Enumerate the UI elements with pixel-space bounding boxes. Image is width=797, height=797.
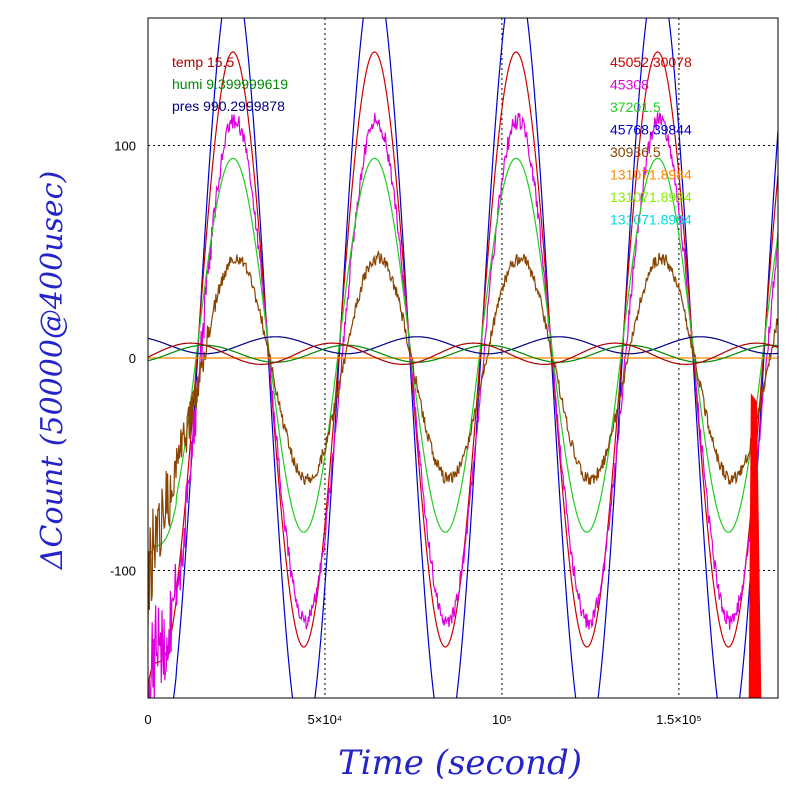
env-legend-entry: temp 15.5 — [172, 54, 234, 70]
series-line — [172, 18, 778, 698]
series-legend-entry: 45308 — [610, 77, 649, 93]
env-legend-entry: pres 990.2999878 — [172, 98, 285, 114]
x-tick-label: 1.5×10⁵ — [656, 712, 702, 727]
series-legend-entry: 131071.8984 — [610, 167, 692, 183]
series-legend-entry: 45052.30078 — [610, 54, 692, 70]
series-legend-entry: 131071.8984 — [610, 189, 692, 205]
series-legend-entry: 37201.5 — [610, 99, 661, 115]
series-line — [148, 112, 778, 698]
series-legend-entry: 30936.5 — [610, 144, 661, 160]
legend-group: temp 15.5 humi 9.399999619 pres 990.299987… — [172, 54, 692, 228]
axis-ticks: 0 5×10⁴ 10⁵ 1.5×10⁵ -100 0 100 — [110, 139, 702, 728]
series-line — [148, 342, 778, 365]
series-line — [148, 336, 778, 355]
x-axis-title: Time (second) — [338, 743, 582, 783]
series-line — [148, 344, 778, 363]
plot-frame — [147, 17, 779, 699]
y-tick-label: 100 — [114, 139, 136, 154]
y-tick-label: -100 — [110, 564, 136, 579]
env-legend-entry: humi 9.399999619 — [172, 76, 288, 92]
y-axis-title: ΔCount (50000@400usec) — [35, 171, 70, 570]
series-legend-entry: 45768.39844 — [610, 122, 692, 138]
series-group — [148, 18, 778, 698]
series-line — [148, 157, 778, 567]
spike-mark — [748, 393, 762, 698]
x-tick-label: 5×10⁴ — [308, 712, 343, 727]
series-legend-entry: 131071.8984 — [610, 212, 692, 228]
x-tick-label: 10⁵ — [492, 712, 512, 727]
y-tick-label: 0 — [129, 351, 136, 366]
x-tick-label: 0 — [144, 712, 151, 727]
series-line — [148, 249, 778, 628]
